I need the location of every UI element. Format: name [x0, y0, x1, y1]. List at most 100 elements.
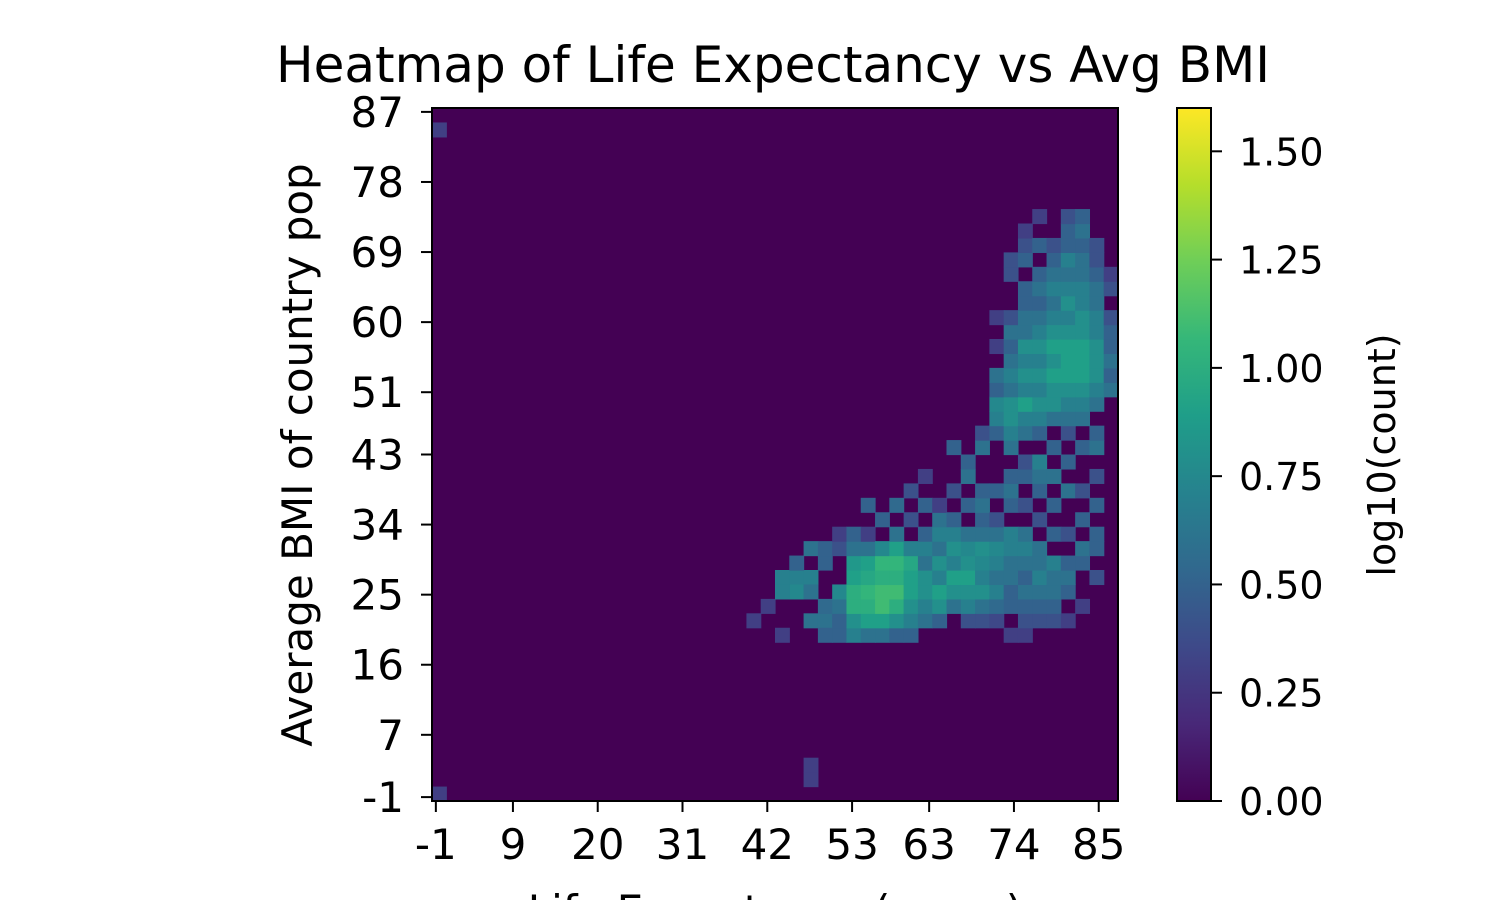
heatmap-cell: [1060, 237, 1076, 253]
heatmap-cell: [1075, 541, 1091, 557]
heatmap-cell: [1060, 584, 1076, 600]
heatmap-cell: [1089, 425, 1105, 441]
heatmap-cell: [989, 310, 1005, 326]
heatmap-cell: [1103, 281, 1119, 297]
heatmap-cell: [789, 584, 805, 600]
heatmap-cell: [975, 584, 990, 600]
heatmap-cell: [1017, 497, 1033, 513]
heatmap-cell: [932, 555, 948, 571]
heatmap-cell: [775, 570, 790, 586]
heatmap-cell: [1060, 555, 1076, 571]
heatmap-cell: [1060, 252, 1076, 268]
heatmap-cell: [860, 627, 876, 643]
heatmap-cell: [1032, 454, 1048, 470]
heatmap-cell: [1017, 425, 1033, 441]
heatmap-cell: [946, 570, 962, 586]
heatmap-cell: [1003, 425, 1019, 441]
y-tick-label: 34: [351, 501, 404, 550]
heatmap-cell: [1075, 310, 1091, 326]
heatmap-cell: [960, 570, 976, 586]
heatmap-cell: [1017, 468, 1033, 484]
heatmap-cell: [903, 598, 919, 614]
heatmap-cell: [1060, 310, 1076, 326]
heatmap-cell: [889, 613, 905, 629]
x-axis-label: Life Expectancy (years): [528, 886, 1023, 900]
y-tick-label: 43: [351, 431, 404, 480]
heatmap-cell: [1075, 237, 1091, 253]
heatmap-cell: [1017, 627, 1033, 643]
x-tick-label: 42: [741, 820, 794, 869]
heatmap-cell: [860, 497, 876, 513]
heatmap-cell: [860, 526, 876, 542]
heatmap-cell: [1046, 353, 1062, 369]
heatmap-cell: [1060, 483, 1076, 499]
heatmap-cell: [846, 541, 862, 557]
x-tick-label: 20: [571, 820, 624, 869]
heatmap-cell: [1075, 598, 1091, 614]
y-tick-label: 69: [351, 228, 404, 277]
heatmap-cell: [989, 382, 1005, 398]
heatmap-cell: [1089, 382, 1105, 398]
heatmap-cell: [1017, 281, 1033, 297]
heatmap-cell: [975, 613, 990, 629]
heatmap-cell: [1046, 411, 1062, 427]
heatmap-cell: [1032, 555, 1048, 571]
heatmap-cell: [1075, 396, 1091, 412]
heatmap-cell: [989, 526, 1005, 542]
heatmap-cell: [917, 598, 933, 614]
heatmap-cell: [860, 584, 876, 600]
heatmap-cell: [432, 122, 447, 138]
heatmap-cell: [860, 570, 876, 586]
heatmap-cell: [803, 613, 819, 629]
heatmap-cell: [803, 772, 819, 788]
heatmap-cell: [932, 512, 948, 528]
heatmap-cell: [817, 627, 833, 643]
heatmap-cell: [975, 541, 990, 557]
heatmap-cell: [1046, 598, 1062, 614]
heatmap-cell: [1046, 295, 1062, 311]
heatmap-cell: [917, 468, 933, 484]
x-tick-label: 53: [825, 820, 878, 869]
heatmap-background: [432, 108, 1118, 801]
heatmap-cell: [832, 613, 848, 629]
heatmap-cell: [889, 541, 905, 557]
heatmap-cell: [1032, 512, 1048, 528]
heatmap-cell: [1060, 324, 1076, 340]
heatmap-cell: [846, 570, 862, 586]
heatmap-cell: [889, 526, 905, 542]
y-tick-label: 7: [377, 711, 404, 760]
heatmap-cell: [975, 440, 990, 456]
heatmap-cell: [946, 555, 962, 571]
heatmap-cell: [1017, 237, 1033, 253]
y-tick-label: 87: [351, 88, 404, 137]
heatmap-cell: [1103, 310, 1119, 326]
heatmap-cell: [946, 598, 962, 614]
heatmap-cell: [1032, 468, 1048, 484]
heatmap-cell: [1046, 252, 1062, 268]
heatmap-cell: [1017, 367, 1033, 383]
heatmap-cell: [1032, 598, 1048, 614]
heatmap-cell: [1103, 339, 1119, 355]
heatmap-cell: [1003, 382, 1019, 398]
heatmap-cell: [846, 598, 862, 614]
heatmap-cell: [917, 613, 933, 629]
heatmap-cell: [932, 570, 948, 586]
heatmap-cell: [1075, 223, 1091, 239]
x-tick-label: 9: [500, 820, 527, 869]
heatmap-cell: [1032, 483, 1048, 499]
heatmap-cell: [1003, 526, 1019, 542]
heatmap-cell: [1032, 425, 1048, 441]
heatmap-cell: [975, 555, 990, 571]
heatmap-cell: [1060, 367, 1076, 383]
heatmap-cell: [1060, 411, 1076, 427]
heatmap-cell: [860, 613, 876, 629]
heatmap-cell: [903, 627, 919, 643]
heatmap-cell: [1032, 411, 1048, 427]
heatmap-cell: [1032, 613, 1048, 629]
heatmap-cell: [1060, 382, 1076, 398]
heatmap-cell: [1046, 237, 1062, 253]
heatmap-cell: [875, 512, 890, 528]
y-axis: -1 7 16 25 34 43 51 60 69 78 87: [351, 88, 432, 822]
heatmap-cell: [1089, 396, 1105, 412]
heatmap-cell: [846, 584, 862, 600]
